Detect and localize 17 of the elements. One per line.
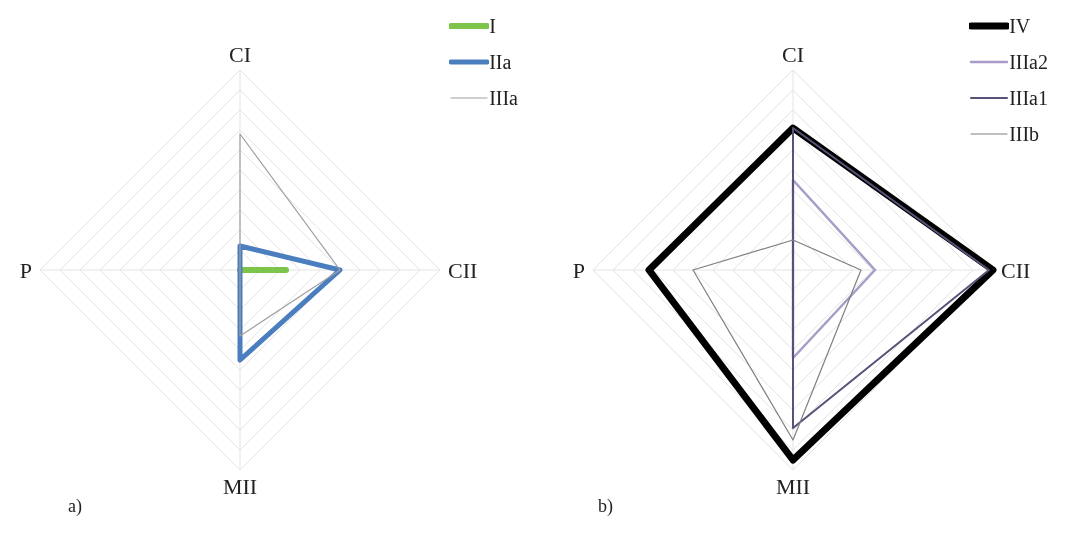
- spoke-label: MII: [222, 473, 258, 499]
- legend-label: IV: [1009, 14, 1031, 38]
- text: a): [68, 496, 82, 517]
- legend-label: IIIa: [489, 86, 518, 110]
- legend-label: IIIb: [1009, 122, 1040, 146]
- spoke-label: CI: [229, 42, 251, 67]
- legend-label: IIa: [489, 50, 512, 74]
- legend-label: IIIa2: [1009, 50, 1048, 74]
- legend-label: I: [489, 14, 496, 38]
- text: b): [598, 496, 613, 517]
- spoke-label: P: [19, 257, 32, 283]
- legend-label: IIIa1: [1009, 86, 1048, 110]
- spoke-label: CI: [782, 42, 804, 67]
- spoke-label: MII: [775, 473, 811, 499]
- spoke-label: P: [572, 257, 585, 283]
- spoke-label: CII: [448, 257, 478, 283]
- spoke-label: CII: [1001, 257, 1031, 283]
